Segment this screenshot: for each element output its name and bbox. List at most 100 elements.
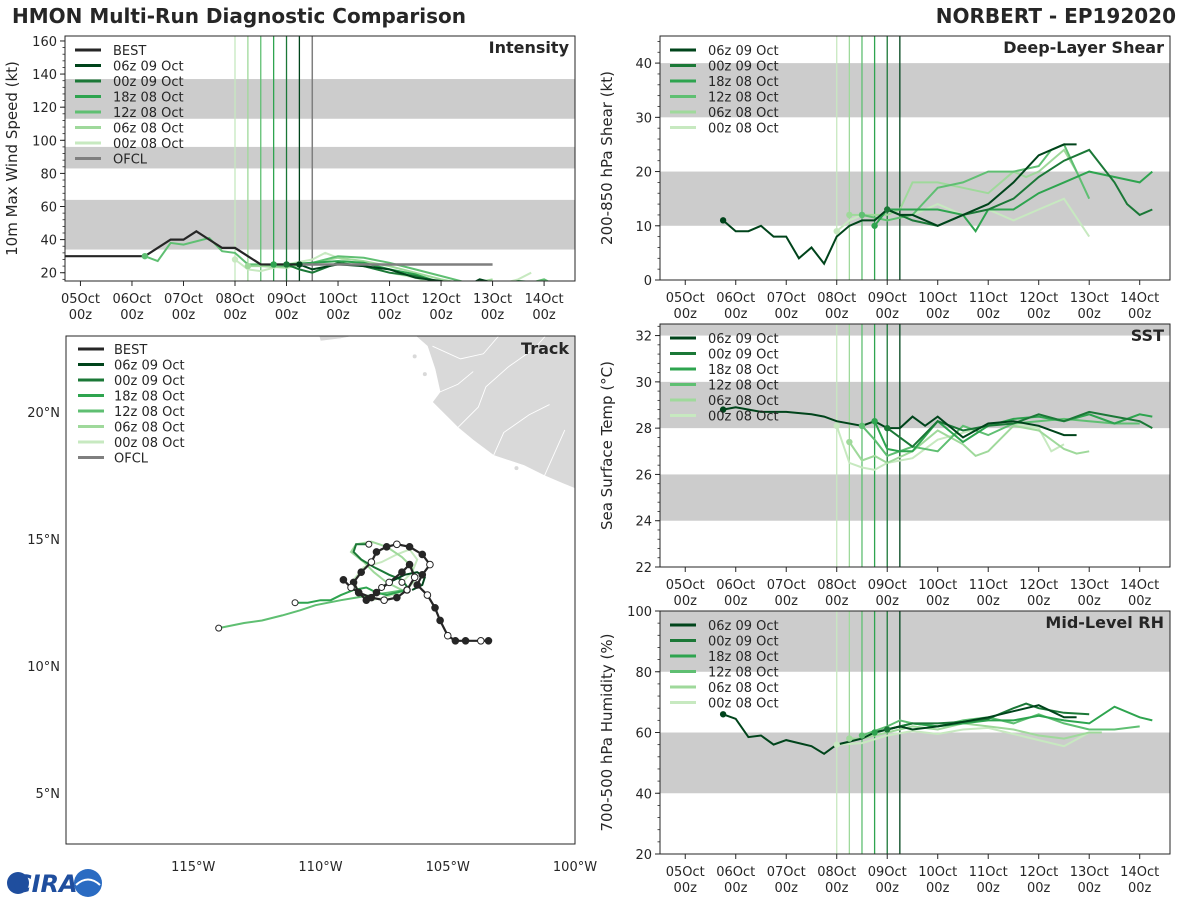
logo-text: CIRA bbox=[14, 870, 78, 898]
rh-ytick-label: 100 bbox=[627, 605, 652, 620]
state-border bbox=[457, 366, 510, 428]
sst-xtick-label: 14Oct bbox=[1120, 578, 1159, 593]
island bbox=[412, 354, 417, 359]
rh-xtick-label: 11Oct bbox=[969, 865, 1008, 880]
sst-frame bbox=[659, 323, 1171, 568]
shear-xtick-sublabel: 00z bbox=[1027, 307, 1051, 322]
sst-xtick-sublabel: 00z bbox=[876, 594, 900, 609]
rh-init-marker bbox=[871, 729, 878, 736]
rh-ytick-label: 60 bbox=[635, 727, 652, 742]
rh-ytick-label: 20 bbox=[635, 848, 652, 863]
track-forecast-end-marker bbox=[398, 578, 406, 586]
rh-xtick-sublabel: 00z bbox=[876, 881, 900, 896]
track-legend-label: 12z 08 Oct bbox=[114, 405, 185, 420]
shear-ylabel: 200-850 hPa Shear (kt) bbox=[598, 71, 616, 245]
rh-legend-label: 00z 09 Oct bbox=[708, 635, 779, 650]
logo-globe-left bbox=[7, 872, 29, 894]
shear-panel-title: Deep-Layer Shear bbox=[1003, 38, 1164, 57]
shear-init-marker bbox=[833, 228, 840, 235]
shear-ytick-label: 40 bbox=[635, 57, 652, 72]
intensity-xtick-sublabel: 00z bbox=[481, 308, 505, 323]
rh-init-marker bbox=[858, 732, 866, 739]
track-best-marker bbox=[372, 548, 381, 556]
sst-init-marker bbox=[858, 422, 866, 430]
sst-xtick-sublabel: 00z bbox=[977, 594, 1001, 609]
intensity-xtick-label: 10Oct bbox=[319, 292, 358, 307]
track-best-marker bbox=[367, 593, 376, 602]
intensity-init-marker bbox=[296, 261, 303, 268]
sst-series-line bbox=[886, 410, 1153, 449]
track-frame bbox=[65, 335, 576, 845]
rh-xtick-sublabel: 00z bbox=[724, 881, 748, 896]
sst-xtick-sublabel: 00z bbox=[1027, 594, 1051, 609]
track-best-marker bbox=[405, 543, 414, 551]
intensity-band bbox=[65, 146, 575, 169]
track-legend-label: 18z 08 Oct bbox=[114, 390, 185, 405]
shear-legend-label: 06z 08 Oct bbox=[708, 106, 779, 121]
intensity-plot-area bbox=[65, 36, 575, 281]
shear-xtick-sublabel: 00z bbox=[926, 307, 950, 322]
rh-xtick-sublabel: 00z bbox=[977, 881, 1001, 896]
shear-init-marker bbox=[871, 222, 878, 229]
track-best-marker bbox=[436, 616, 444, 625]
track-ytick-label: 15°N bbox=[27, 533, 60, 548]
rh-legend-label: 06z 08 Oct bbox=[708, 681, 779, 696]
shear-legend-label: 12z 08 Oct bbox=[708, 91, 779, 106]
track-best-marker bbox=[477, 637, 485, 645]
sst-ytick-label: 22 bbox=[635, 561, 652, 576]
intensity-xtick-label: 08Oct bbox=[215, 292, 254, 307]
sst-band bbox=[660, 324, 1170, 336]
sst-xtick-sublabel: 00z bbox=[674, 594, 698, 609]
intensity-xtick-label: 06Oct bbox=[112, 292, 151, 307]
shear-xtick-label: 12Oct bbox=[1019, 291, 1058, 306]
track-best-marker bbox=[451, 637, 460, 645]
shear-ytick-label: 10 bbox=[635, 220, 652, 235]
rh-band bbox=[660, 732, 1170, 794]
sst-xtick-sublabel: 00z bbox=[1078, 594, 1102, 609]
intensity-xtick-label: 05Oct bbox=[61, 292, 100, 307]
track-best-marker bbox=[461, 637, 470, 645]
intensity-legend-label: 00z 09 Oct bbox=[113, 75, 184, 90]
rh-ytick-label: 80 bbox=[635, 666, 652, 681]
rh-plot-area bbox=[660, 611, 1170, 854]
shear-xtick-sublabel: 00z bbox=[724, 307, 748, 322]
intensity-legend-label: 06z 09 Oct bbox=[113, 60, 184, 75]
rh-ytick-label: 40 bbox=[635, 787, 652, 802]
intensity-xtick-sublabel: 00z bbox=[120, 308, 144, 323]
shear-panel: 01020304005Oct00z06Oct00z07Oct00z08Oct00… bbox=[598, 35, 1171, 322]
track-xtick-label: 105°W bbox=[426, 860, 470, 875]
land-mexico bbox=[318, 336, 575, 489]
sst-legend-label: 12z 08 Oct bbox=[708, 379, 779, 394]
sst-band bbox=[660, 474, 1170, 521]
sst-ytick-label: 30 bbox=[635, 376, 652, 391]
rh-ylabel: 700-500 hPa Humidity (%) bbox=[598, 633, 616, 831]
shear-xtick-label: 08Oct bbox=[817, 291, 856, 306]
rh-legend-label: 06z 09 Oct bbox=[708, 619, 779, 634]
track-best-marker bbox=[385, 578, 394, 587]
rh-xtick-label: 06Oct bbox=[716, 865, 755, 880]
rh-xtick-sublabel: 00z bbox=[926, 881, 950, 896]
sst-series-line bbox=[835, 422, 1065, 471]
track-forecast-line bbox=[352, 543, 411, 591]
rh-panel-title: Mid-Level RH bbox=[1045, 613, 1164, 632]
intensity-xtick-label: 12Oct bbox=[422, 292, 461, 307]
intensity-init-marker bbox=[231, 256, 239, 263]
intensity-ylabel: 10m Max Wind Speed (kt) bbox=[3, 61, 21, 256]
rh-xtick-sublabel: 00z bbox=[1078, 881, 1102, 896]
track-best-marker bbox=[372, 588, 381, 597]
sst-ytick-label: 32 bbox=[635, 330, 652, 345]
track-best-marker bbox=[357, 568, 366, 577]
sst-plot-area bbox=[660, 324, 1170, 567]
track-best-marker bbox=[443, 631, 452, 640]
shear-xtick-label: 09Oct bbox=[868, 291, 907, 306]
sst-legend-label: 18z 08 Oct bbox=[708, 363, 779, 378]
sst-init-marker bbox=[833, 422, 840, 430]
sst-legend-label: 06z 09 Oct bbox=[708, 332, 779, 347]
track-legend-label: 00z 08 Oct bbox=[114, 436, 185, 451]
track-ytick-label: 5°N bbox=[36, 787, 61, 802]
rh-xtick-sublabel: 00z bbox=[1027, 881, 1051, 896]
intensity-xtick-label: 09Oct bbox=[267, 292, 306, 307]
rh-init-marker bbox=[833, 741, 840, 748]
shear-ytick-label: 20 bbox=[635, 166, 652, 181]
shear-xtick-label: 05Oct bbox=[666, 291, 705, 306]
